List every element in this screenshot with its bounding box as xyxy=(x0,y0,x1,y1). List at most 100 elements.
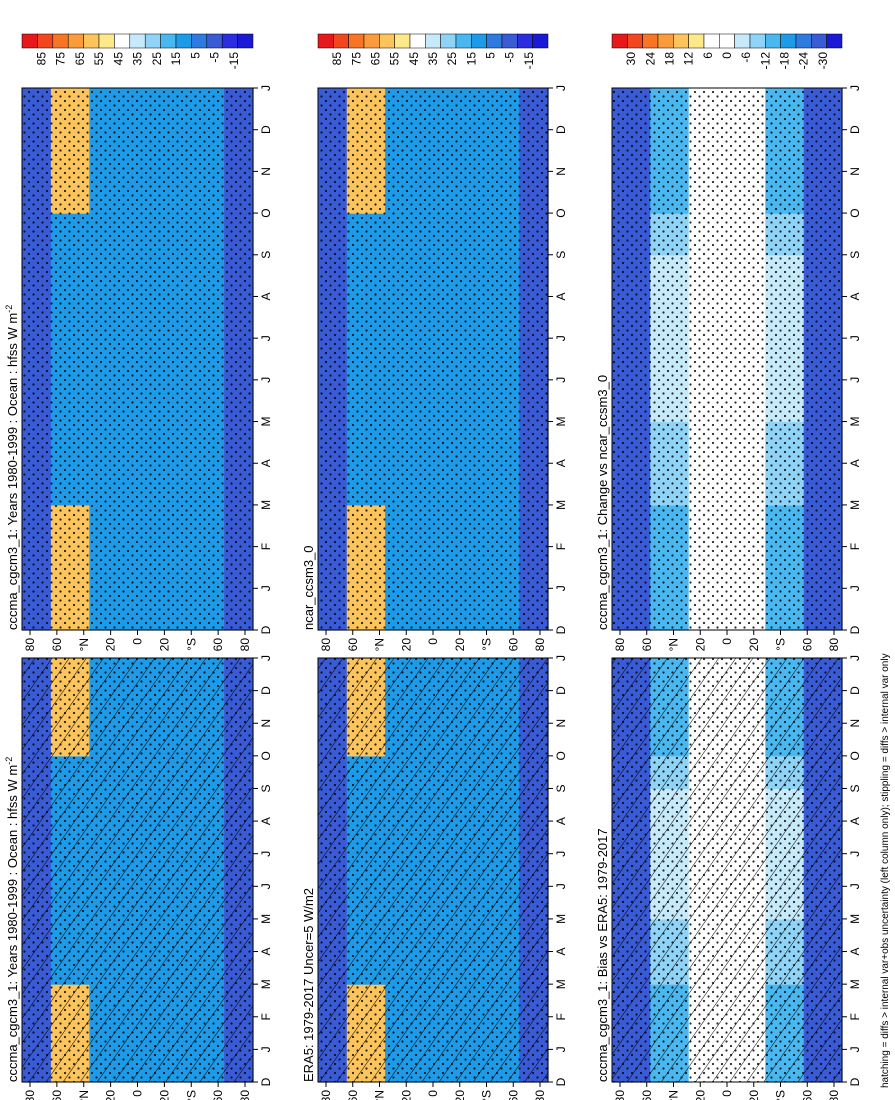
colorbar-swatch xyxy=(642,33,659,49)
lat-tick-label: 80 xyxy=(319,638,333,652)
month-tick-label: F xyxy=(554,1013,568,1020)
colorbar-swatch xyxy=(440,33,457,49)
colorbar-label: 25 xyxy=(150,52,164,66)
panel-title: cccma_cgcm3_1: Years 1980-1999 : Ocean :… xyxy=(4,757,20,1082)
month-tick-label: M xyxy=(259,914,273,924)
month-tick-label: J xyxy=(259,585,273,591)
month-tick-label: A xyxy=(259,292,273,300)
lat-tick-label: 80 xyxy=(613,638,627,652)
colorbar-swatch xyxy=(703,33,720,49)
month-tick-label: S xyxy=(554,784,568,792)
lat-tick-label: 0 xyxy=(720,1090,734,1097)
month-tick-label: N xyxy=(848,719,862,728)
title-superscript: -2 xyxy=(4,305,14,313)
month-tick-label: D xyxy=(848,625,862,634)
colorbar-swatch xyxy=(811,33,827,49)
stippling xyxy=(612,88,842,630)
month-tick-label: M xyxy=(259,500,273,510)
panel-title: cccma_cgcm3_1: Years 1980-1999 : Ocean :… xyxy=(4,305,20,630)
lat-tick-label: 60 xyxy=(640,638,654,652)
month-tick-label: O xyxy=(848,751,862,760)
month-tick-label: J xyxy=(259,335,273,341)
month-tick-label: D xyxy=(848,1077,862,1086)
month-tick-label: A xyxy=(848,292,862,300)
colorbar-swatch xyxy=(221,33,238,49)
lat-tick-label: 60 xyxy=(346,638,360,652)
month-tick-label: A xyxy=(554,817,568,825)
colorbar-label: 35 xyxy=(131,52,145,66)
month-tick-label: O xyxy=(259,751,273,760)
lat-tick-label: °N xyxy=(667,1090,681,1100)
month-tick-label: J xyxy=(848,655,862,661)
colorbar-swatch xyxy=(237,33,254,49)
lat-tick-label: 20 xyxy=(399,1090,413,1100)
colorbar-swatch xyxy=(37,33,54,49)
lat-tick-label: °S xyxy=(480,638,494,651)
month-tick-label: J xyxy=(848,585,862,591)
stippling xyxy=(22,88,253,630)
colorbar-swatch xyxy=(144,33,161,49)
lat-tick-label: 20 xyxy=(104,638,118,652)
month-tick-label: O xyxy=(554,208,568,217)
month-tick-label: F xyxy=(259,1013,273,1020)
colorbar-swatch xyxy=(114,33,131,49)
colorbar-label: 35 xyxy=(426,52,440,66)
month-tick-label: F xyxy=(554,543,568,550)
colorbar-swatch xyxy=(206,33,223,49)
month-tick-label: J xyxy=(259,1046,273,1052)
lat-tick-label: 80 xyxy=(23,1090,37,1100)
panel-title: cccma_cgcm3_1: Change vs ncar_ccsm3_0 xyxy=(595,375,610,630)
month-tick-label: J xyxy=(554,655,568,661)
month-tick-label: O xyxy=(554,751,568,760)
colorbar-label: 75 xyxy=(54,52,68,66)
month-tick-label: J xyxy=(259,377,273,383)
month-tick-label: M xyxy=(554,500,568,510)
colorbar-label: 85 xyxy=(330,52,344,66)
month-tick-label: J xyxy=(259,883,273,889)
lat-tick-label: 80 xyxy=(533,1090,547,1100)
month-tick-label: J xyxy=(554,377,568,383)
colorbar-swatch xyxy=(175,33,192,49)
month-tick-label: M xyxy=(848,914,862,924)
colorbar-swatch xyxy=(532,33,549,49)
colorbar-swatch xyxy=(363,33,380,49)
hatching xyxy=(612,658,842,1082)
colorbar-swatch xyxy=(409,33,426,49)
month-tick-label: J xyxy=(554,335,568,341)
colorbar-label: -6 xyxy=(739,52,753,63)
panel-3: 80 60 °N 20 0 20 °S 60 80 D J F M A M J J A S O N D J ERA5: 197… xyxy=(301,655,568,1100)
lat-tick-label: 20 xyxy=(693,1090,707,1100)
colorbar-swatch xyxy=(688,33,705,49)
lat-tick-label: 60 xyxy=(50,1090,64,1100)
month-tick-label: J xyxy=(259,655,273,661)
month-tick-label: N xyxy=(259,167,273,176)
colorbar-label: 65 xyxy=(369,52,383,66)
colorbar-swatch xyxy=(501,33,518,49)
month-tick-label: F xyxy=(259,543,273,550)
month-tick-label: N xyxy=(554,167,568,176)
lat-tick-label: 80 xyxy=(319,1090,333,1100)
lat-tick-label: 20 xyxy=(453,1090,467,1100)
colorbar-swatch xyxy=(333,33,349,49)
lat-tick-label: 60 xyxy=(211,1090,225,1100)
lat-tick-label: 20 xyxy=(747,1090,761,1100)
month-tick-label: S xyxy=(259,784,273,792)
colorbar-swatch xyxy=(379,33,395,49)
colorbar-swatch xyxy=(795,33,812,49)
month-tick-label: F xyxy=(848,543,862,550)
colorbar-swatch xyxy=(734,33,751,49)
lat-tick-label: 60 xyxy=(800,638,814,652)
month-tick-label: J xyxy=(259,851,273,857)
month-tick-label: J xyxy=(554,851,568,857)
colorbar-label: 12 xyxy=(682,52,696,66)
lat-tick-label: 80 xyxy=(23,638,37,652)
month-tick-label: J xyxy=(848,851,862,857)
month-tick-label: M xyxy=(554,417,568,427)
month-tick-label: A xyxy=(554,292,568,300)
month-tick-label: D xyxy=(554,686,568,695)
lat-tick-label: 20 xyxy=(157,1090,171,1100)
month-tick-label: M xyxy=(848,417,862,427)
lat-tick-label: 0 xyxy=(426,1090,440,1097)
month-tick-label: S xyxy=(848,784,862,792)
